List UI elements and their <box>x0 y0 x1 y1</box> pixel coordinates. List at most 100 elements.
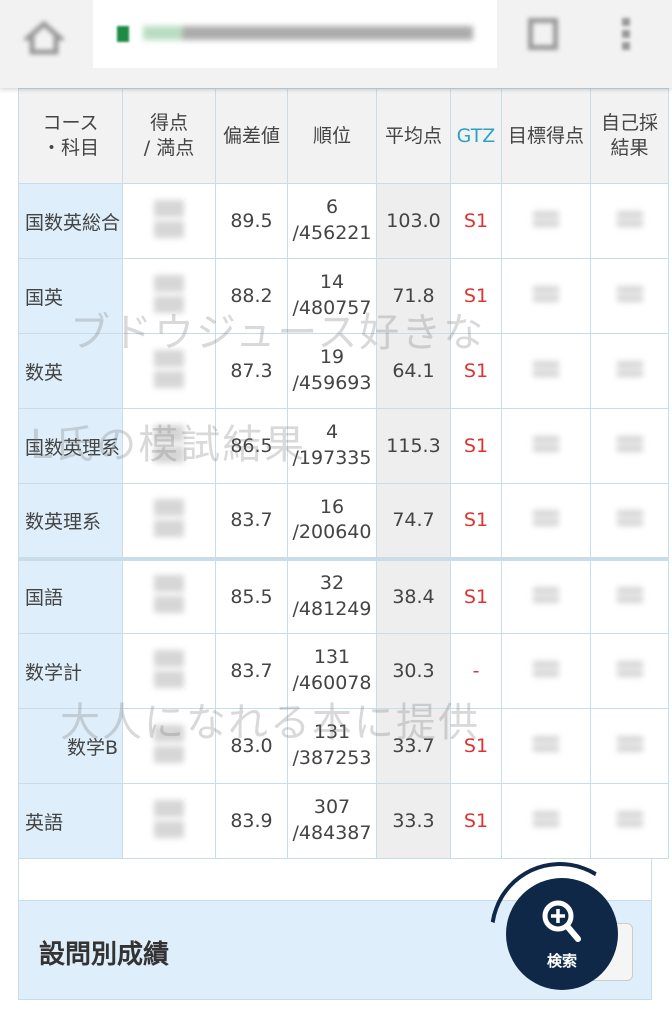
subject-name: 国語 <box>18 558 123 634</box>
watermark: ブドウジュース好きな <box>70 310 486 356</box>
score-cell <box>122 558 216 634</box>
target-score-cell <box>501 408 591 484</box>
rank-total: /460078 <box>292 672 372 694</box>
table-row: 数学B 83.0 131/387253 33.7 S1 <box>18 708 669 784</box>
column-header: 得点 / 満点 <box>122 88 216 184</box>
column-header: 順位 <box>287 88 377 184</box>
self-score-cell <box>590 483 669 561</box>
subject-name: 数英 <box>18 333 123 409</box>
gtz-cell: S1 <box>450 333 502 409</box>
table-row: 国数英総合 89.5 6/456221 103.0 S1 <box>18 183 669 259</box>
deviation-cell: 87.3 <box>215 333 288 409</box>
search-fab-label: 検索 <box>546 952 577 970</box>
home-icon[interactable] <box>21 20 67 56</box>
deviation-cell: 83.7 <box>215 633 288 709</box>
self-score-cell <box>590 258 669 334</box>
rank-cell: 131/387253 <box>287 708 377 784</box>
browser-toolbar <box>0 0 672 88</box>
header-label: 得点 <box>149 112 188 135</box>
table-row: 数英理系 83.7 16/200640 74.7 S1 <box>18 483 669 561</box>
header-label: 順位 <box>312 124 351 147</box>
lock-icon <box>117 26 129 42</box>
average-cell: 74.7 <box>376 483 451 561</box>
rank-total: /459693 <box>292 372 372 394</box>
rank: 4 <box>325 421 339 444</box>
header-label: 偏差値 <box>222 124 280 147</box>
self-score-cell <box>590 408 669 484</box>
deviation-cell: 89.5 <box>215 183 288 259</box>
score-cell <box>122 483 216 561</box>
score-cell <box>122 708 216 784</box>
subject-name: 英語 <box>18 783 123 859</box>
header-label: / 満点 <box>143 137 195 159</box>
zoom-in-icon <box>542 900 581 942</box>
average-cell: 38.4 <box>376 558 451 634</box>
average-cell: 103.0 <box>376 183 451 259</box>
deviation-cell: 86.5 <box>215 408 288 484</box>
tabs-icon[interactable] <box>528 18 558 50</box>
gtz-cell: S1 <box>450 783 502 859</box>
rank: 131 <box>313 646 351 669</box>
gtz-cell: S1 <box>450 408 502 484</box>
rank-cell: 6/456221 <box>287 183 377 259</box>
section-title: 設問別成績 <box>39 940 170 970</box>
rank-cell: 32/481249 <box>287 558 377 634</box>
self-score-cell <box>590 558 669 634</box>
rank: 14 <box>319 271 345 294</box>
target-score-cell <box>501 783 591 859</box>
score-cell <box>122 333 216 409</box>
gtz-cell: S1 <box>450 708 502 784</box>
search-fab-button[interactable]: 検索 <box>506 878 618 990</box>
watermark: 大人になれる本に提供 <box>60 700 480 746</box>
gtz-cell: S1 <box>450 183 502 259</box>
column-header: 平均点 <box>376 88 451 184</box>
column-header: 目標得点 <box>501 88 591 184</box>
subject-name: 国数英総合 <box>18 183 123 259</box>
target-score-cell <box>501 183 591 259</box>
header-label: GTZ <box>456 124 496 147</box>
header-label: 結果 <box>610 137 649 159</box>
rank-cell: 16/200640 <box>287 483 377 561</box>
table-row: 数英 87.3 19/459693 64.1 S1 <box>18 333 669 409</box>
rank: 6 <box>325 196 339 219</box>
subject-name: 数英理系 <box>18 483 123 561</box>
average-cell: 30.3 <box>376 633 451 709</box>
rank: 16 <box>319 495 345 518</box>
target-score-cell <box>501 333 591 409</box>
self-score-cell <box>590 183 669 259</box>
watermark: L氏の模試結果 <box>30 422 307 468</box>
header-label: コース <box>42 112 99 135</box>
results-table: コース ・科目 得点 / 満点 偏差値 順位 平均点 GTZ 目標得点 自己採 結果 国数英総合 8… <box>18 88 669 859</box>
rank-total: /480757 <box>292 297 372 319</box>
self-score-cell <box>590 708 669 784</box>
rank-total: /456221 <box>292 222 372 244</box>
header-label: 目標得点 <box>507 124 584 147</box>
target-score-cell <box>501 258 591 334</box>
target-score-cell <box>501 483 591 561</box>
gtz-cell: S1 <box>450 558 502 634</box>
gtz-cell: S1 <box>450 483 502 561</box>
gtz-cell: S1 <box>450 258 502 334</box>
rank: 131 <box>313 721 351 744</box>
rank: 307 <box>313 796 351 819</box>
average-cell: 115.3 <box>376 408 451 484</box>
rank: 32 <box>319 572 345 595</box>
column-header: 偏差値 <box>215 88 288 184</box>
average-cell: 71.8 <box>376 258 451 334</box>
target-score-cell <box>501 708 591 784</box>
deviation-cell: 88.2 <box>215 258 288 334</box>
address-bar[interactable] <box>93 0 497 68</box>
deviation-cell: 83.7 <box>215 483 288 561</box>
column-header: GTZ <box>450 88 502 184</box>
target-score-cell <box>501 633 591 709</box>
header-label: 平均点 <box>384 124 442 147</box>
column-header: コース ・科目 <box>18 88 123 184</box>
target-score-cell <box>501 558 591 634</box>
table-footer-spacer <box>18 858 652 900</box>
more-menu-icon[interactable] <box>622 18 630 50</box>
table-row: 数学計 83.7 131/460078 30.3 - <box>18 633 669 709</box>
rank: 19 <box>319 346 345 369</box>
rank-total: /387253 <box>292 747 372 769</box>
rank-cell: 131/460078 <box>287 633 377 709</box>
rank-cell: 4/197335 <box>287 408 377 484</box>
